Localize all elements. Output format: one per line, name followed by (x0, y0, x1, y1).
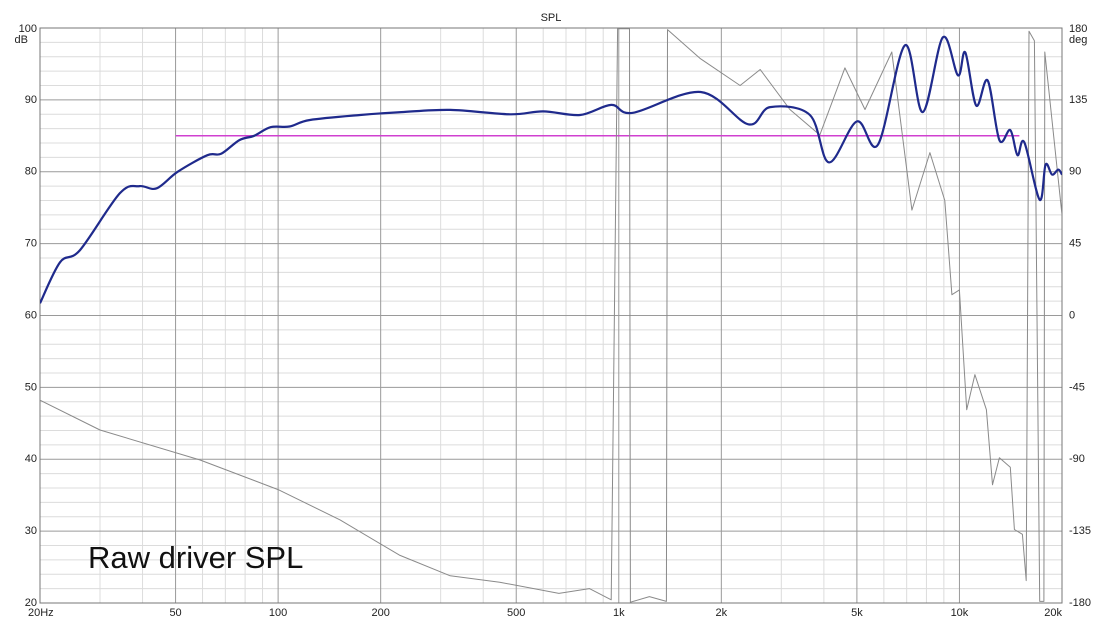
x-tick-label: 100 (269, 607, 287, 619)
x-tick-label: 200 (371, 607, 389, 619)
y2-tick-label: -90 (1069, 453, 1085, 465)
y2-tick-label: 45 (1069, 238, 1081, 250)
y2-axis-label: deg (1069, 34, 1087, 46)
x-tick-label: 500 (507, 607, 525, 619)
y-tick-label: 20 (25, 597, 37, 609)
y-tick-label: 50 (25, 381, 37, 393)
annotation: Raw driver SPL (88, 540, 303, 575)
y-axis-label: dB (15, 34, 28, 46)
x-tick-label: 2k (716, 607, 728, 619)
x-tick-label: 1k (613, 607, 625, 619)
y-tick-label: 60 (25, 309, 37, 321)
y-tick-label: 100 (19, 23, 37, 35)
y-tick-label: 30 (25, 525, 37, 537)
x-tick-label: 50 (169, 607, 181, 619)
y2-tick-label: 135 (1069, 94, 1087, 106)
y-tick-label: 40 (25, 453, 37, 465)
y-tick-label: 70 (25, 238, 37, 250)
x-tick-label: 10k (951, 607, 969, 619)
phase-line (40, 28, 1062, 603)
chart-title: SPL (541, 12, 562, 24)
y-tick-label: 90 (25, 94, 37, 106)
x-tick-label: 20Hz (28, 607, 54, 619)
y-tick-label: 80 (25, 166, 37, 178)
y2-tick-label: 0 (1069, 309, 1075, 321)
y2-tick-label: 90 (1069, 166, 1081, 178)
y2-tick-label: -180 (1069, 597, 1091, 609)
y2-tick-label: -135 (1069, 525, 1091, 537)
plot-border (39, 27, 1063, 604)
y2-tick-label: 180 (1069, 23, 1087, 35)
y2-tick-label: -45 (1069, 381, 1085, 393)
x-tick-label: 5k (851, 607, 863, 619)
spl-line (40, 35, 1062, 304)
x-tick-label: 20k (1044, 607, 1062, 619)
